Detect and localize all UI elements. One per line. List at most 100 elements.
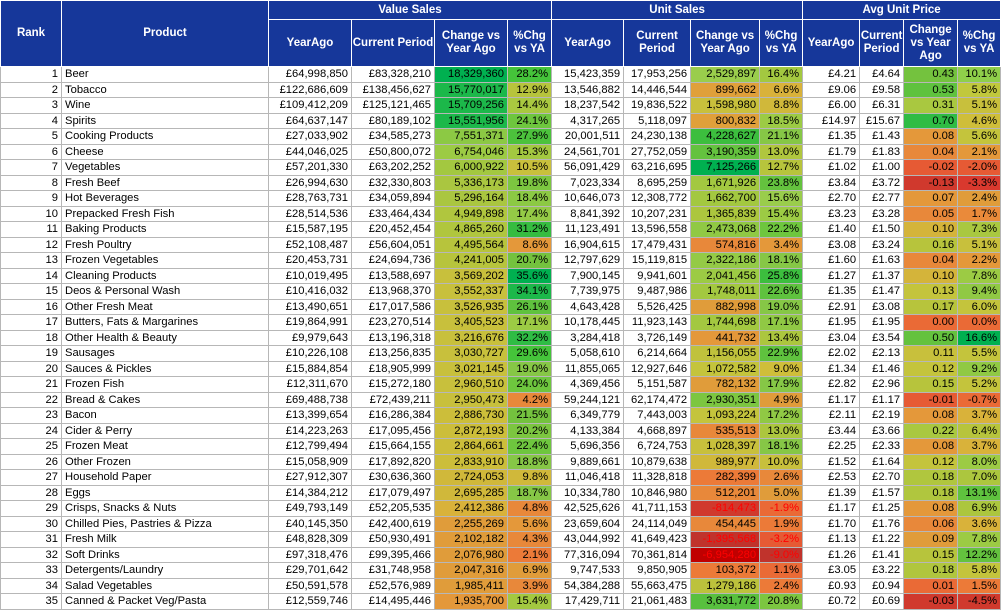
unit-change-cell: 535,513	[690, 422, 761, 439]
price-change-cell: -0.13	[903, 174, 959, 191]
price-yearago-cell: £2.53	[802, 469, 861, 486]
price-current-cell: £6.31	[859, 97, 905, 114]
unit-yearago-cell: 43,044,992	[551, 531, 625, 548]
unit-pct-cell: 2.4%	[759, 577, 804, 594]
price-pct-cell: 3.7%	[957, 407, 1002, 424]
value-current-cell: £17,095,456	[351, 422, 435, 439]
price-current-cell: £1.41	[859, 546, 905, 563]
rank-cell: 9	[0, 190, 62, 207]
unit-change-cell: 1,744,698	[690, 314, 761, 331]
unit-pct-cell: 23.8%	[759, 174, 804, 191]
unit-pct-cell: 17.2%	[759, 407, 804, 424]
product-cell: Other Health & Beauty	[61, 329, 269, 346]
value-change-cell: 2,724,053	[434, 469, 508, 486]
price-current-cell: £9.58	[859, 81, 905, 98]
product-cell: Other Frozen	[61, 453, 269, 470]
price-pct-cell: 6.0%	[957, 298, 1002, 315]
rank-cell: 28	[0, 484, 62, 501]
unit-yearago-cell: 11,855,065	[551, 360, 625, 377]
value-yearago-cell: £48,828,309	[268, 531, 352, 548]
unit-current-cell: 41,711,153	[623, 500, 692, 517]
value-current-cell: £42,400,619	[351, 515, 435, 532]
price-current-cell: £1.22	[859, 531, 905, 548]
unit-yearago-cell: 4,643,428	[551, 298, 625, 315]
unit-yearago-cell: 8,841,392	[551, 205, 625, 222]
product-cell: Frozen Fish	[61, 376, 269, 393]
unit-change-cell: 800,832	[690, 112, 761, 129]
product-cell: Deos & Personal Wash	[61, 283, 269, 300]
unit-pct-cell: 9.0%	[759, 360, 804, 377]
unit-change-cell: 3,631,772	[690, 593, 761, 610]
rank-cell: 17	[0, 314, 62, 331]
value-current-cell: £125,121,465	[351, 97, 435, 114]
price-change-cell: 0.04	[903, 252, 959, 269]
product-cell: Cooking Products	[61, 128, 269, 145]
rank-cell: 31	[0, 531, 62, 548]
unit-current-cell: 10,846,980	[623, 484, 692, 501]
product-cell: Soft Drinks	[61, 546, 269, 563]
price-pct-cell: 2.4%	[957, 190, 1002, 207]
table-row: 3 Wine £109,412,209 £125,121,465 15,709,256 1…	[0, 97, 1002, 114]
unit-current-cell: 8,695,259	[623, 174, 692, 191]
price-pct-cell: 4.6%	[957, 112, 1002, 129]
price-yearago-cell: £1.60	[802, 252, 861, 269]
value-current-cell: £80,189,102	[351, 112, 435, 129]
product-cell: Hot Beverages	[61, 190, 269, 207]
price-current-cell: £1.47	[859, 283, 905, 300]
value-change-cell: 7,551,371	[434, 128, 508, 145]
unit-change-cell: 2,529,897	[690, 66, 761, 83]
price-yearago-cell: £3.23	[802, 205, 861, 222]
value-pct-cell: 4.2%	[506, 391, 553, 408]
value-pct-cell: 18.4%	[506, 190, 553, 207]
unit-change-cell: -6,954,280	[690, 546, 761, 563]
price-change-cell: 0.08	[903, 438, 959, 455]
value-current-cell: £13,968,370	[351, 283, 435, 300]
value-yearago-cell: £69,488,738	[268, 391, 352, 408]
price-current-cell: £0.94	[859, 577, 905, 594]
table-row: 35 Canned & Packet Veg/Pasta £12,559,746 £1…	[0, 593, 1002, 610]
unit-pct-cell: 15.6%	[759, 190, 804, 207]
price-change-cell: 0.13	[903, 283, 959, 300]
rank-cell: 12	[0, 236, 62, 253]
unit-current-cell: 9,850,905	[623, 562, 692, 579]
product-cell: Other Fresh Meat	[61, 298, 269, 315]
price-yearago-cell: £3.84	[802, 174, 861, 191]
value-pct-cell: 4.8%	[506, 500, 553, 517]
unit-change-cell: 899,662	[690, 81, 761, 98]
price-pct-cell: 16.6%	[957, 329, 1002, 346]
unit-pct-cell: 22.6%	[759, 283, 804, 300]
rank-cell: 26	[0, 453, 62, 470]
price-pct-cell: 13.1%	[957, 484, 1002, 501]
product-header: Product	[61, 0, 269, 67]
price-current-cell: £3.24	[859, 236, 905, 253]
value-pct-cell: 19.8%	[506, 174, 553, 191]
product-cell: Bacon	[61, 407, 269, 424]
value-change-cell: 5,296,164	[434, 190, 508, 207]
unit-yearago-cell: 11,046,418	[551, 469, 625, 486]
unit-current-cell: 10,879,638	[623, 453, 692, 470]
unit-pct-cell: 5.0%	[759, 484, 804, 501]
unit-current-cell: 17,953,256	[623, 66, 692, 83]
price-current-cell: £1.17	[859, 391, 905, 408]
value-current-cell: £56,604,051	[351, 236, 435, 253]
price-change-cell: 0.18	[903, 484, 959, 501]
value-change-cell: 2,872,193	[434, 422, 508, 439]
value-yearago-cell: £19,864,991	[268, 314, 352, 331]
unit-current-cell: 7,443,003	[623, 407, 692, 424]
unit-current-cell: 62,174,472	[623, 391, 692, 408]
price-change-cell: 0.10	[903, 221, 959, 238]
unit-current-cell: 15,119,815	[623, 252, 692, 269]
rank-header: Rank	[0, 0, 62, 67]
value-yearago-cell: £109,412,209	[268, 97, 352, 114]
price-yearago-cell: £2.82	[802, 376, 861, 393]
price-pct-cell: 5.8%	[957, 562, 1002, 579]
price-change-cell: 0.12	[903, 453, 959, 470]
unit-pct-cell: -1.9%	[759, 500, 804, 517]
unit-yearago-cell: 77,316,094	[551, 546, 625, 563]
price-pct-cell: 2.1%	[957, 143, 1002, 160]
unit-pct-cell: 3.4%	[759, 236, 804, 253]
value-change-cell: 3,030,727	[434, 345, 508, 362]
value-yearago-cell: £26,994,630	[268, 174, 352, 191]
unit-change-cell: 782,132	[690, 376, 761, 393]
price-yearago-cell: £1.02	[802, 159, 861, 176]
